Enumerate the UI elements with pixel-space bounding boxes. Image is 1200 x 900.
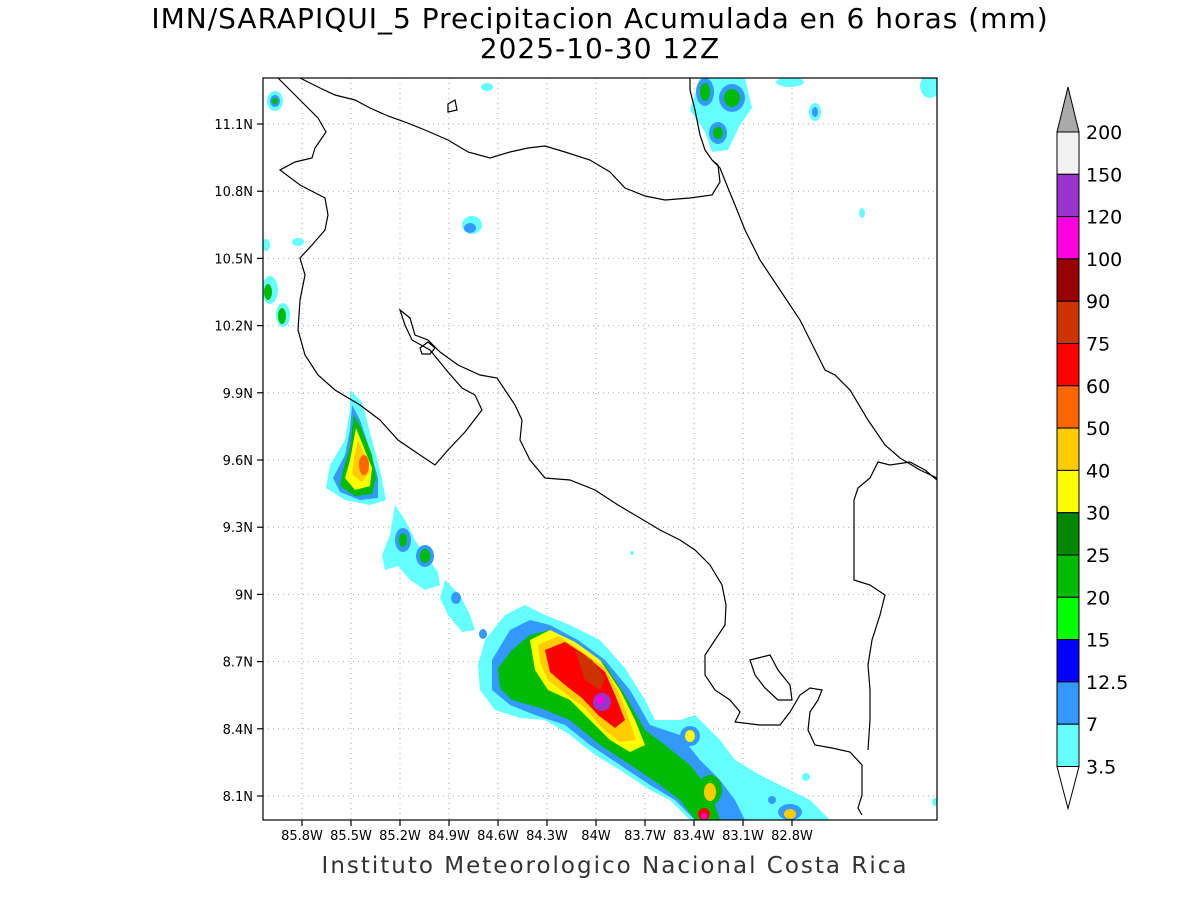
lon-tick-label: 84W <box>581 829 611 844</box>
colorbar-label: 25 <box>1086 545 1110 567</box>
lat-tick-label: 8.4N <box>223 723 253 738</box>
colorbar-arrow-top <box>1056 86 1080 133</box>
colorbar-label: 20 <box>1086 587 1110 609</box>
colorbar-swatch <box>1056 173 1080 218</box>
colorbar-label: 7 <box>1086 714 1098 736</box>
colorbar-arrow-bottom <box>1056 766 1080 811</box>
colorbar-label: 100 <box>1086 249 1122 271</box>
lon-tick-label: 85.2W <box>379 829 421 844</box>
colorbar-swatch <box>1056 385 1080 429</box>
map-title: IMN/SARAPIQUI_5 Precipitacion Acumulada … <box>151 2 1049 35</box>
lat-tick-label: 10.8N <box>214 185 253 200</box>
colorbar-label: 50 <box>1086 418 1110 440</box>
lon-tick-label: 83.7W <box>624 829 666 844</box>
colorbar-swatch <box>1056 596 1080 641</box>
colorbar-label: 3.5 <box>1086 757 1116 779</box>
lon-tick-label: 84.3W <box>526 829 568 844</box>
footer-credit: Instituto Meteorologico Nacional Costa R… <box>321 853 909 879</box>
lat-tick-label: 9.3N <box>223 521 253 536</box>
precip-cluster-osa <box>478 605 937 820</box>
colorbar-label: 12.5 <box>1086 672 1128 694</box>
lat-tick-label: 9.6N <box>223 454 253 469</box>
lon-tick-label: 85.5W <box>330 829 372 844</box>
colorbar-swatch <box>1056 512 1080 556</box>
map-frame <box>262 77 938 821</box>
colorbar-label: 15 <box>1086 630 1110 652</box>
precip-cluster-nicoya <box>326 390 386 505</box>
colorbar-label: 75 <box>1086 334 1110 356</box>
lon-tick-label: 83.4W <box>673 829 715 844</box>
lon-tick-label: 83.1W <box>722 829 764 844</box>
colorbar-swatch <box>1056 300 1080 345</box>
lat-tick-label: 8.7N <box>223 656 253 671</box>
coastlines-borders <box>277 78 937 816</box>
colorbar-label: 200 <box>1086 122 1122 144</box>
lat-tick-label: 10.5N <box>214 252 253 267</box>
colorbar-swatch <box>1056 343 1080 387</box>
colorbar-label: 150 <box>1086 164 1122 186</box>
precip-cluster-central <box>382 505 634 639</box>
lon-tick-label: 85.8W <box>281 829 323 844</box>
lat-tick-label: 9N <box>235 588 253 603</box>
colorbar-swatch <box>1056 216 1080 260</box>
colorbar-swatch <box>1056 554 1080 598</box>
colorbar: 200 150 120 100 90 75 60 50 40 30 25 20 15 12.5 7 3.5 <box>1056 86 1128 811</box>
precip-cluster-ne <box>481 78 937 152</box>
lon-tick-label: 84.6W <box>477 829 519 844</box>
lat-tick-label: 11.1N <box>214 118 253 133</box>
colorbar-label: 40 <box>1086 460 1110 482</box>
colorbar-swatch <box>1056 639 1080 683</box>
lat-tick-label: 8.1N <box>223 790 253 805</box>
colorbar-swatch <box>1056 258 1080 302</box>
colorbar-swatch <box>1056 427 1080 471</box>
colorbar-label: 90 <box>1086 291 1110 313</box>
colorbar-label: 30 <box>1086 503 1110 525</box>
colorbar-swatch <box>1056 723 1080 768</box>
latitude-axis: 11.1N 10.8N 10.5N 10.2N 9.9N 9.6N 9.3N 9N 8.7N 8.… <box>214 118 263 805</box>
lat-tick-label: 9.9N <box>223 387 253 402</box>
lon-tick-label: 84.9W <box>428 829 470 844</box>
lon-tick-label: 82.8W <box>771 829 813 844</box>
lat-tick-label: 10.2N <box>214 320 253 335</box>
colorbar-label: 120 <box>1086 207 1122 229</box>
colorbar-label: 60 <box>1086 376 1110 398</box>
longitude-axis: 85.8W 85.5W 85.2W 84.9W 84.6W 84.3W 84W 83.7W 83… <box>281 820 813 844</box>
colorbar-swatch <box>1056 131 1080 175</box>
map-datetime: 2025-10-30 12Z <box>479 32 721 65</box>
precip-cluster-nw <box>263 91 865 327</box>
colorbar-swatch <box>1056 681 1080 725</box>
colorbar-swatch <box>1056 469 1080 514</box>
